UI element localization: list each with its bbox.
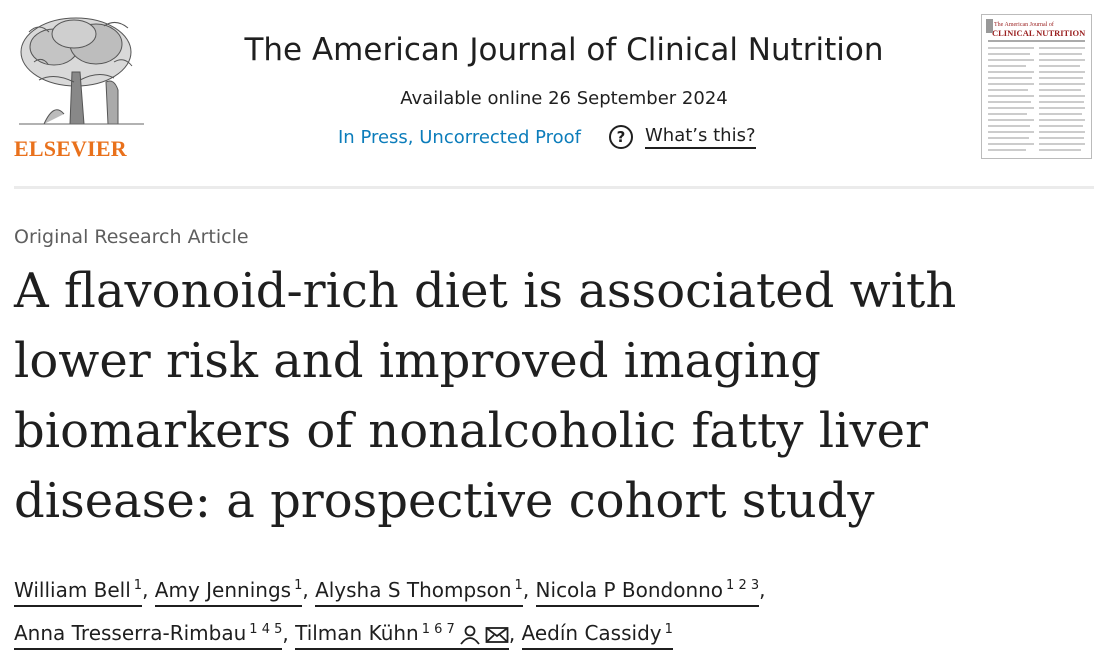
person-icon bbox=[460, 625, 480, 645]
article-title: A flavonoid-rich diet is associated with… bbox=[14, 263, 957, 529]
cover-image: The American Journal of CLINICAL NUTRITI… bbox=[986, 19, 1086, 151]
author-link[interactable]: William Bell 1 bbox=[14, 577, 143, 607]
elsevier-tree-icon bbox=[14, 12, 149, 132]
author-link[interactable]: Nicola P Bondonno 1 2 3 bbox=[535, 577, 760, 607]
header-divider bbox=[14, 186, 1094, 189]
svg-text:The American Journal of: The American Journal of bbox=[994, 21, 1054, 28]
article-type: Original Research Article bbox=[14, 226, 249, 248]
author-list: William Bell 1, Amy Jennings 1, Alysha S T… bbox=[14, 566, 1094, 653]
author-link[interactable]: Aedín Cassidy 1 bbox=[521, 621, 673, 651]
in-press-link[interactable]: In Press, Uncorrected Proof bbox=[338, 126, 581, 148]
author-link[interactable]: Tilman Kühn 1 6 7 bbox=[295, 621, 509, 651]
elsevier-wordmark: ELSEVIER bbox=[14, 136, 127, 161]
author-link[interactable]: Alysha S Thompson 1 bbox=[315, 577, 523, 607]
author-link[interactable]: Amy Jennings 1 bbox=[154, 577, 303, 607]
article-status-row: In Press, Uncorrected Proof ? What’s thi… bbox=[338, 122, 756, 152]
elsevier-logo[interactable]: ELSEVIER bbox=[14, 12, 149, 162]
envelope-icon bbox=[485, 626, 509, 643]
whats-this-link[interactable]: What’s this? bbox=[645, 125, 756, 149]
author-link[interactable]: Anna Tresserra-Rimbau 1 4 5 bbox=[14, 621, 283, 651]
available-online-date: Available online 26 September 2024 bbox=[400, 88, 728, 109]
journal-cover-thumbnail[interactable]: The American Journal of CLINICAL NUTRITI… bbox=[981, 14, 1092, 159]
journal-title[interactable]: The American Journal of Clinical Nutriti… bbox=[244, 32, 884, 68]
question-circle-icon[interactable]: ? bbox=[609, 125, 633, 149]
svg-text:CLINICAL NUTRITION: CLINICAL NUTRITION bbox=[992, 28, 1086, 38]
